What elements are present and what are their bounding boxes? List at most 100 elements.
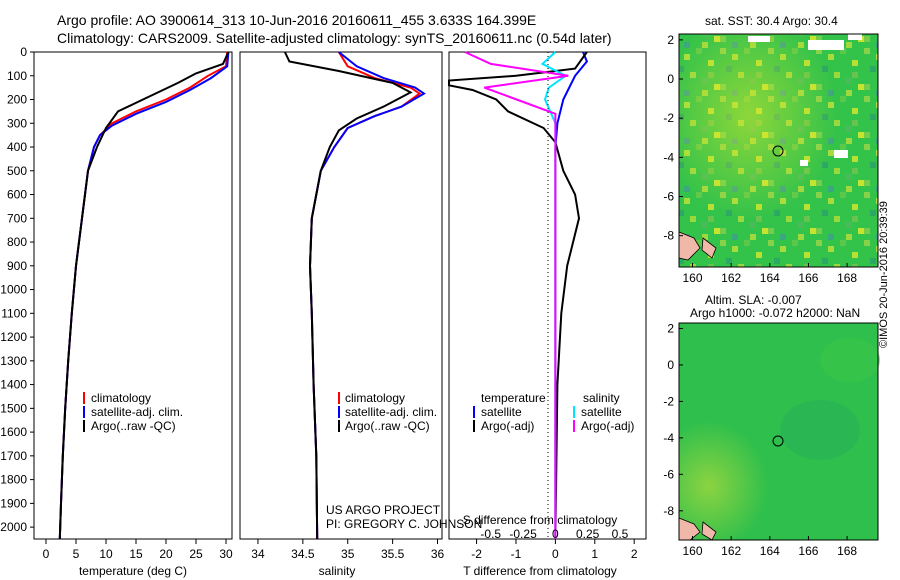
x-tick-label: -2	[471, 547, 482, 561]
map-y-tick-label: 0	[667, 72, 674, 86]
legend-title-temperature: temperature	[481, 391, 546, 405]
depth-tick-label: 900	[7, 259, 27, 273]
series-line-0-2	[58, 51, 230, 540]
depth-tick-label: 200	[7, 93, 27, 107]
x-tick-label: 2	[631, 547, 638, 561]
x-tick-label: 25	[189, 547, 203, 561]
secondary-x-tick-label: 0.25	[576, 527, 600, 541]
difference-legend: temperature salinity satellite Argo(-adj…	[473, 391, 634, 433]
depth-tick-label: 1200	[0, 330, 27, 344]
depth-tick-label: 1700	[0, 449, 27, 463]
x-tick-label: 30	[219, 547, 233, 561]
x-tick-label: 0	[552, 547, 559, 561]
map-y-tick-label: -8	[663, 229, 674, 243]
x-tick-label: 10	[99, 547, 113, 561]
map-x-tick-label: 168	[837, 544, 857, 558]
map-x-tick-label: 166	[798, 544, 818, 558]
series-line-2-2	[540, 51, 568, 539]
map-x-tick-label: 164	[760, 271, 780, 285]
secondary-x-tick-label: -0.5	[480, 527, 501, 541]
series-line-0-0	[58, 51, 229, 540]
series-line-1-0	[308, 51, 422, 540]
map-y-tick-label: 0	[667, 358, 674, 372]
map-y-tick-label: -8	[663, 504, 674, 518]
map-y-tick-label: -6	[663, 467, 674, 481]
secondary-x-tick-label: 0.5	[612, 527, 629, 541]
depth-tick-label: 1900	[0, 496, 27, 510]
map-top-title: sat. SST: 30.4 Argo: 30.4	[705, 14, 838, 28]
depth-tick-label: 1400	[0, 378, 27, 392]
legend-label-s-argo: Argo(-adj)	[581, 419, 634, 433]
x-tick-label: 35	[341, 547, 355, 561]
map-y-tick-label: 2	[667, 321, 674, 335]
depth-tick-label: 500	[7, 164, 27, 178]
x-tick-label: -1	[511, 547, 522, 561]
x-tick-label: 1	[591, 547, 598, 561]
legend-title-salinity: salinity	[583, 391, 620, 405]
sdiff-xlabel: S difference from climatology	[463, 513, 618, 527]
map-bottom-title-1: Altim. SLA: -0.007	[705, 293, 802, 307]
legend-label-t-argo: Argo(-adj)	[481, 419, 534, 433]
x-tick-label: 36	[431, 547, 445, 561]
series-line-2-0	[554, 51, 589, 539]
x-tick-label: 34	[251, 547, 265, 561]
legend-label-climatology: climatology	[91, 391, 151, 405]
temperature-legend: climatology satellite-adj. clim. Argo(..…	[83, 391, 183, 433]
legend-label-satellite: satellite-adj. clim.	[91, 405, 183, 419]
series-line-0-1	[58, 51, 230, 540]
map-x-tick-label: 160	[683, 271, 703, 285]
salinity-panel-frame	[239, 51, 443, 540]
temperature-xlabel: temperature (deg C)	[79, 564, 187, 578]
map-y-tick-label: -4	[663, 431, 674, 445]
depth-tick-label: 2000	[0, 520, 27, 534]
depth-tick-label: 1100	[1, 306, 27, 320]
map-y-tick-label: 2	[667, 33, 674, 47]
plot-title-line1: Argo profile: AO 3900614_313 10-Jun-2016…	[57, 12, 537, 28]
x-tick-label: 20	[159, 547, 173, 561]
salinity-legend: climatology satellite-adj. clim. Argo(..…	[338, 391, 437, 433]
sla-map-ticks: 160 162 164 166 168 2 0 -2 -4 -6 -8	[663, 321, 857, 558]
plot-title-line2: Climatology: CARS2009. Satellite-adjuste…	[57, 30, 612, 46]
map-y-tick-label: -2	[663, 111, 674, 125]
tdiff-xlabel: T difference from climatology	[463, 564, 617, 578]
depth-tick-label: 1000	[0, 283, 27, 297]
legend-label-argo: Argo(..raw -QC)	[345, 419, 430, 433]
map-x-tick-label: 160	[683, 544, 703, 558]
depth-tick-label: 1300	[0, 354, 27, 368]
legend-label-t-satellite: satellite	[481, 405, 522, 419]
difference-panel-frame	[448, 51, 647, 540]
x-tick-label: 35.5	[381, 547, 405, 561]
sla-map	[678, 322, 880, 541]
argo-position-marker	[772, 435, 784, 447]
x-tick-label: 15	[129, 547, 143, 561]
x-axis-ticks: 0 5 10 15 20 25 30 34 34.5 35 35.5 36 -2 -1 0 1 2 -0.5 -0.…	[43, 527, 638, 561]
legend-label-s-satellite: satellite	[581, 405, 622, 419]
map-x-tick-label: 168	[837, 271, 857, 285]
depth-tick-label: 1800	[0, 473, 27, 487]
depth-tick-label: 1600	[0, 425, 27, 439]
map-y-tick-label: -4	[663, 150, 674, 164]
argo-position-marker	[772, 145, 784, 157]
map-y-tick-label: -2	[663, 394, 674, 408]
map-x-tick-label: 164	[760, 544, 780, 558]
salinity-xlabel: salinity	[319, 564, 356, 578]
series-line-1-1	[308, 51, 426, 540]
x-tick-label: 5	[73, 547, 80, 561]
series-line-2-3	[464, 51, 569, 539]
sst-map	[678, 33, 879, 268]
series-line-2-1	[448, 51, 588, 540]
depth-tick-label: 100	[7, 69, 27, 83]
sst-map-ticks: 160 162 164 166 168 2 0 -2 -4 -6 -8	[663, 33, 857, 285]
depth-axis: 0 100 200 300 400 500 600 700 800 900 1000 1100 1200…	[0, 45, 34, 534]
legend-label-climatology: climatology	[345, 391, 405, 405]
legend-label-satellite: satellite-adj. clim.	[345, 405, 437, 419]
map-x-tick-label: 162	[721, 271, 741, 285]
secondary-x-tick-label: -0.25	[509, 527, 537, 541]
map-x-tick-label: 166	[798, 271, 818, 285]
map-x-tick-label: 162	[721, 544, 741, 558]
x-tick-label: 34.5	[291, 547, 315, 561]
x-tick-label: 0	[43, 547, 50, 561]
map-y-tick-label: -6	[663, 190, 674, 204]
secondary-x-tick-label: 0	[552, 527, 559, 541]
